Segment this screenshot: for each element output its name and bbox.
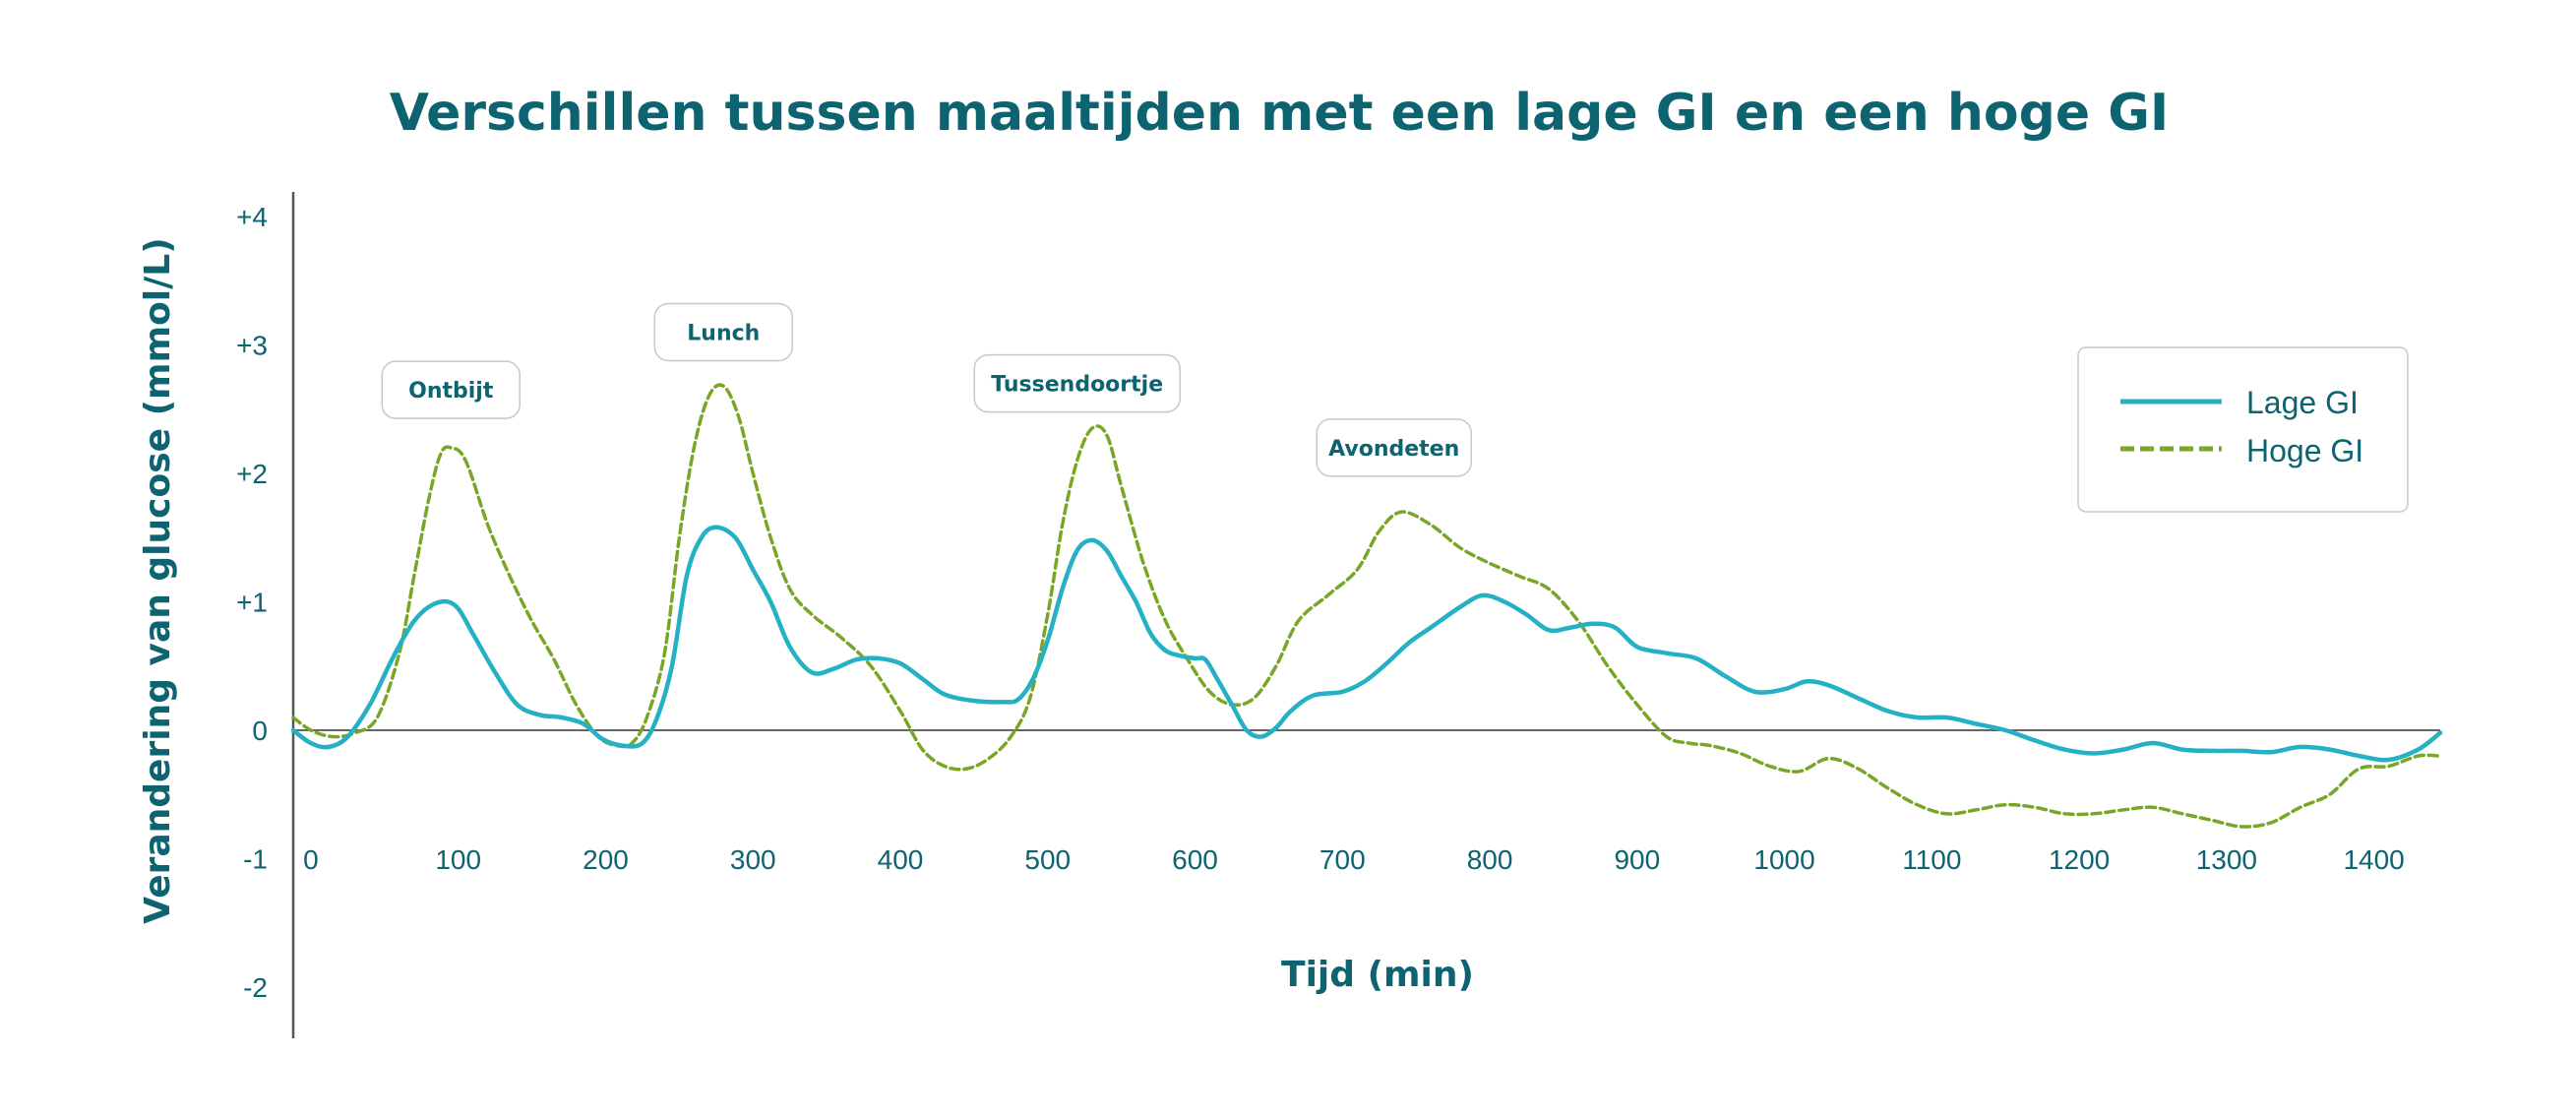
x-tick-label: 1100 xyxy=(1902,844,1961,875)
x-tick-label: 700 xyxy=(1319,844,1366,875)
legend: Lage GI Hoge GI xyxy=(2077,346,2409,513)
x-tick-label: 1000 xyxy=(1753,844,1814,875)
meal-annotations: Ontbijt Lunch Tussendoortje Avondeten xyxy=(381,302,1472,477)
y-tick-label: 0 xyxy=(252,716,268,746)
x-tick-label: 500 xyxy=(1024,844,1071,875)
x-tick-label: 1200 xyxy=(2049,844,2110,875)
annotation-tussendoortje: Tussendoortje xyxy=(973,353,1181,413)
annotation-avondeten: Avondeten xyxy=(1316,418,1472,477)
y-tick-label: +3 xyxy=(236,331,268,361)
y-axis-label: Verandering van glucose (mmol/L) xyxy=(138,237,178,923)
chart-title: Verschillen tussen maaltijden met een la… xyxy=(390,84,2170,143)
y-tick-label: +4 xyxy=(236,202,268,232)
x-tick-label: 200 xyxy=(583,844,629,875)
x-tick-label: 1400 xyxy=(2343,844,2404,875)
x-tick-label: 400 xyxy=(878,844,924,875)
annotation-box xyxy=(381,360,521,419)
annotation-ontbijt: Ontbijt xyxy=(381,360,521,419)
annotation-label: Avondeten xyxy=(1328,437,1459,462)
y-tick-label: +1 xyxy=(236,588,268,618)
x-tick-label: 800 xyxy=(1467,844,1513,875)
series-line-hoge-gi xyxy=(291,383,2442,829)
y-tick-label: -2 xyxy=(243,972,268,1003)
annotation-lunch: Lunch xyxy=(653,302,794,362)
x-tick-label: 1300 xyxy=(2196,844,2257,875)
series-layer xyxy=(290,383,2443,829)
legend-box xyxy=(2077,346,2409,513)
x-tick-label: 900 xyxy=(1614,844,1660,875)
y-tick-label: -1 xyxy=(243,844,268,875)
annotation-label: Ontbijt xyxy=(408,379,494,404)
x-tick-labels: 0 100 200 300 400 500 600 700 800 900 1000 1100 1200… xyxy=(303,844,2405,875)
annotation-box xyxy=(1316,418,1472,477)
x-tick-label: 100 xyxy=(435,844,481,875)
annotation-box xyxy=(973,353,1181,413)
legend-label-lage-gi: Lage GI xyxy=(2246,385,2359,420)
series-line-lage-gi xyxy=(290,525,2443,763)
legend-label-hoge-gi: Hoge GI xyxy=(2246,433,2363,468)
x-tick-label: 300 xyxy=(730,844,776,875)
y-tick-labels: +4 +3 +2 +1 0 -1 -2 xyxy=(236,202,268,1003)
x-axis-label: Tijd (min) xyxy=(1281,955,1474,995)
y-tick-label: +2 xyxy=(236,459,268,489)
annotation-box xyxy=(653,302,794,362)
x-tick-label: 600 xyxy=(1172,844,1218,875)
annotation-label: Tussendoortje xyxy=(991,373,1163,398)
annotation-label: Lunch xyxy=(687,321,760,345)
x-tick-label: 0 xyxy=(303,844,319,875)
